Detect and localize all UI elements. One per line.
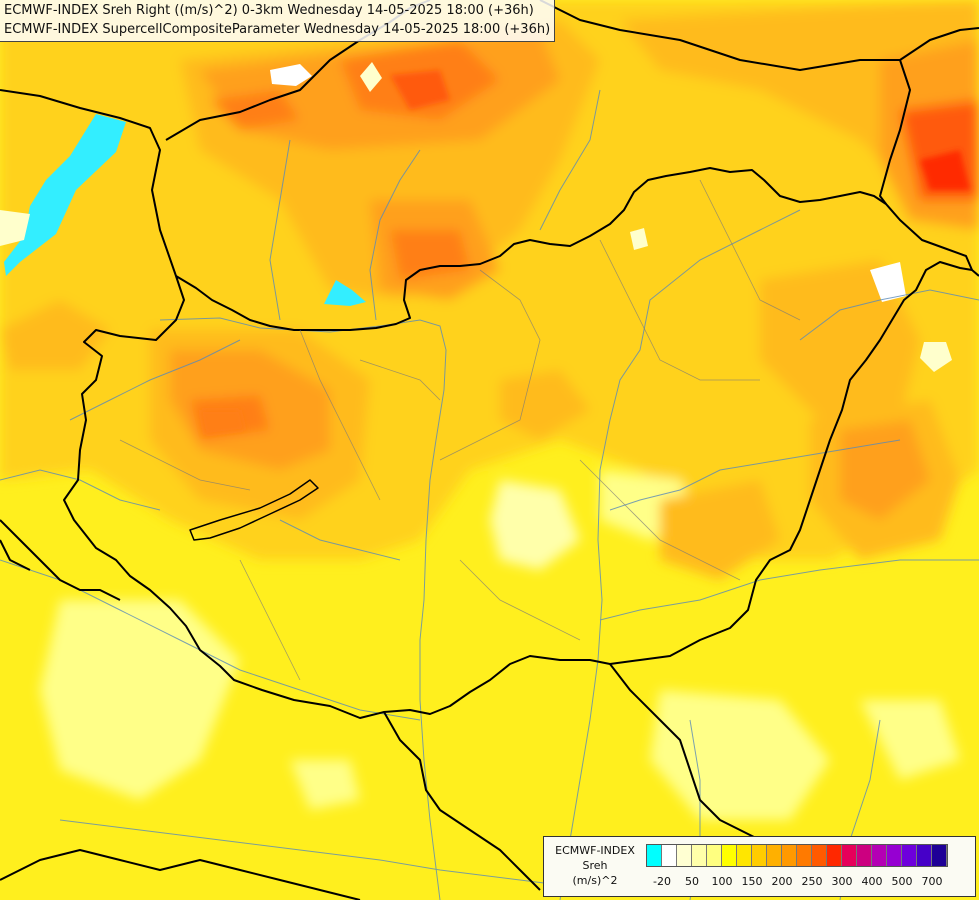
county-line-6 [459,559,581,641]
rivers-layer [0,89,979,900]
border-croatia-south [383,711,541,891]
county-line-7 [699,179,801,321]
river-mures [599,559,979,621]
legend-swatch [812,845,827,866]
legend-title-line-1: ECMWF-INDEX [555,844,635,857]
legend-swatch [752,845,767,866]
border-slovakia-north [0,89,177,277]
legend-tick-label: 400 [861,875,883,888]
legend-swatch [842,845,857,866]
field-white-spot-4 [920,342,952,372]
county-line-1 [439,269,541,461]
field-orange-west-2 [0,300,110,370]
river-rab [69,339,241,421]
field-pale-south [290,760,360,810]
field-cyan-northwest [4,114,126,276]
border-serbia-romania [609,663,761,841]
legend-swatch [872,845,887,866]
legend-swatch [887,845,902,866]
legend-tick-label: 500 [891,875,913,888]
county-line-8 [239,559,301,681]
field-pale-east [860,700,960,780]
legend-title-line-2: Sreh [582,859,608,872]
river-danube [159,317,447,900]
river-tisza [559,209,801,900]
river-west-1 [0,469,161,511]
field-orange-center [500,370,590,440]
legend-tick-label: 150 [741,875,763,888]
legend-swatch [827,845,842,866]
legend-title: ECMWF-INDEX Sreh (m/s)^2 [548,843,642,888]
legend-tick-label: 200 [771,875,793,888]
legend-swatch [902,845,917,866]
river-north-3 [539,89,601,231]
legend-swatch [662,845,677,866]
legend-swatch [917,845,932,866]
county-line-4 [119,439,251,491]
legend-swatch [737,845,752,866]
river-north-2 [369,149,421,321]
legend-ticks: -20 50 100 150 200 250 300 400 500 700 [646,875,976,891]
legend-swatch [767,845,782,866]
legend-swatch [782,845,797,866]
field-pale-center [490,480,580,570]
field-orange-east [760,260,920,430]
legend-tick-label: 250 [801,875,823,888]
border-hungary [63,167,973,719]
river-sava [59,819,601,891]
river-koros [609,439,901,511]
border-bosnia [0,849,361,900]
legend-swatch [707,845,722,866]
border-ukraine [879,59,911,205]
county-borders-layer [119,179,801,681]
legend-swatch [677,845,692,866]
river-north-1 [269,139,291,321]
legend-tick-label: 700 [921,875,943,888]
legend-tick-label: 300 [831,875,853,888]
field-red-center [390,230,470,280]
border-slovenia-croatia [0,519,121,601]
field-white-spot-3 [870,262,906,302]
legend-tick-label: -20 [653,875,671,888]
legend-swatch [692,845,707,866]
map-title-line-1: ECMWF-INDEX Sreh Right ((m/s)^2) 0-3km W… [4,3,534,18]
legend-tick-label: 50 [685,875,699,888]
legend-swatches [646,844,948,867]
color-legend: ECMWF-INDEX Sreh (m/s)^2 -20 50 100 150 200 2… [543,836,976,897]
county-line-5 [579,459,741,581]
county-line-3 [299,329,381,501]
border-balaton [189,479,319,541]
legend-title-line-3: (m/s)^2 [572,874,618,887]
field-pale-southwest [40,600,240,800]
border-romania-east [971,269,979,277]
field-redcore-north [390,70,450,110]
field-cyan-center [324,280,366,306]
field-white-spot-2 [360,62,382,92]
field-white-spot-1 [270,64,312,86]
legend-tick-label: 100 [711,875,733,888]
field-darkorange-southeast [840,420,930,520]
map-title-box: ECMWF-INDEX Sreh Right ((m/s)^2) 0-3km W… [0,0,556,42]
field-redcore-west [200,410,245,435]
river-east [799,289,979,341]
county-line-2 [599,239,760,381]
field-redcore-northeast [920,150,970,190]
legend-swatch [797,845,812,866]
border-poland [539,0,979,71]
legend-swatch [722,845,737,866]
legend-swatch [857,845,872,866]
field-red-north-2 [210,90,300,130]
legend-swatch [932,845,947,866]
field-white-spot-6 [630,228,648,250]
field-white-spot-5 [0,210,30,246]
border-austria-slovenia [0,539,31,571]
river-balaton-outflow [279,519,401,561]
county-line-9 [359,359,441,401]
map-title-line-2: ECMWF-INDEX SupercellCompositeParameter … [4,22,551,37]
legend-swatch [647,845,662,866]
